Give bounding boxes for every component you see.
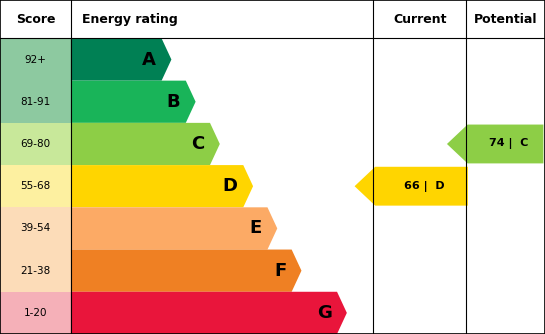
Bar xyxy=(0,207,71,249)
Bar xyxy=(0,292,71,334)
Bar xyxy=(0,249,71,292)
Text: 74 |  C: 74 | C xyxy=(488,139,528,150)
Text: G: G xyxy=(317,304,331,322)
Polygon shape xyxy=(355,167,468,206)
Polygon shape xyxy=(71,207,277,249)
Bar xyxy=(0,123,71,165)
Text: 39-54: 39-54 xyxy=(20,223,51,233)
Text: E: E xyxy=(250,219,262,237)
Text: 69-80: 69-80 xyxy=(20,139,51,149)
Text: C: C xyxy=(191,135,204,153)
Polygon shape xyxy=(71,292,347,334)
Polygon shape xyxy=(71,38,171,80)
Text: 92+: 92+ xyxy=(25,54,46,64)
Text: Score: Score xyxy=(16,13,55,26)
Polygon shape xyxy=(71,80,196,123)
Text: F: F xyxy=(274,262,286,280)
Text: Potential: Potential xyxy=(474,13,537,26)
Text: Current: Current xyxy=(393,13,446,26)
Text: 1-20: 1-20 xyxy=(23,308,47,318)
Text: B: B xyxy=(167,93,180,111)
Bar xyxy=(0,38,71,80)
Polygon shape xyxy=(71,249,301,292)
Polygon shape xyxy=(71,123,220,165)
Text: A: A xyxy=(142,50,156,68)
Bar xyxy=(0,165,71,207)
Text: 55-68: 55-68 xyxy=(20,181,51,191)
Text: 81-91: 81-91 xyxy=(20,97,51,107)
Bar xyxy=(0,80,71,123)
Text: 66 |  D: 66 | D xyxy=(404,181,445,192)
Polygon shape xyxy=(71,165,253,207)
Polygon shape xyxy=(447,125,543,163)
Text: D: D xyxy=(223,177,238,195)
Text: Energy rating: Energy rating xyxy=(82,13,178,26)
Text: 21-38: 21-38 xyxy=(20,266,51,276)
